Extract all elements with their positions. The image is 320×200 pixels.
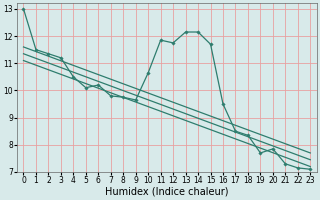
X-axis label: Humidex (Indice chaleur): Humidex (Indice chaleur) [105, 187, 229, 197]
